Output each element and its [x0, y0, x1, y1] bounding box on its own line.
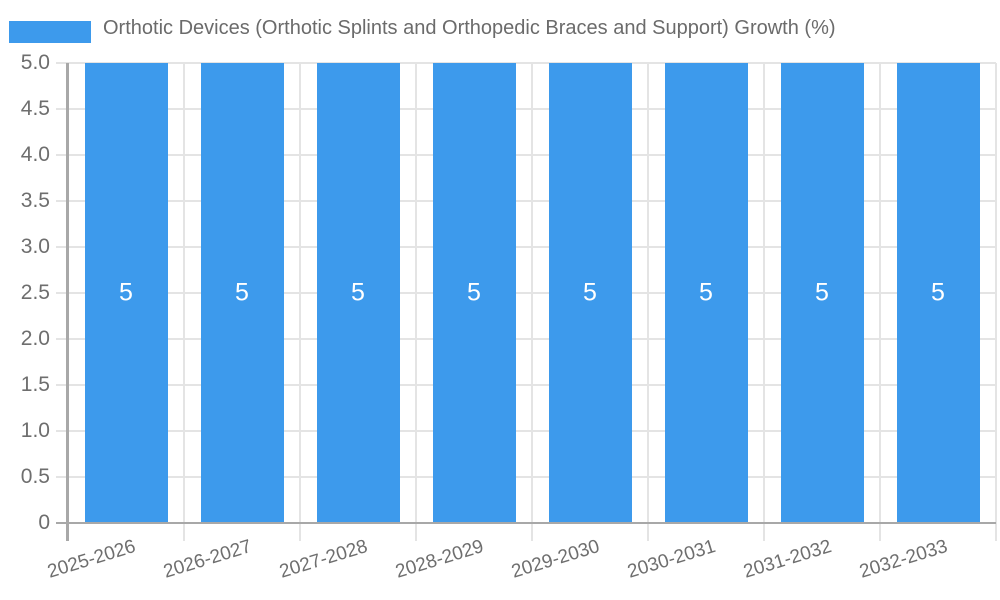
y-gridline [56, 384, 996, 386]
x-axis-tick-label: 2028-2029 [393, 536, 487, 583]
bar[interactable] [432, 63, 516, 523]
y-axis-tick-label: 0.5 [20, 465, 50, 488]
y-gridline [56, 108, 996, 110]
legend-series-label[interactable]: Orthotic Devices (Orthotic Splints and O… [103, 16, 836, 39]
y-gridline [56, 476, 996, 478]
y-gridline [56, 246, 996, 248]
y-gridline [56, 200, 996, 202]
x-axis-tick-label: 2031-2032 [741, 536, 835, 583]
bar-value-label: 5 [699, 278, 713, 307]
y-axis-tick-label: 4.5 [20, 97, 50, 120]
x-gridline [995, 63, 997, 541]
y-axis-tick-label: 2.0 [20, 327, 50, 350]
bar[interactable] [548, 63, 632, 523]
x-axis-line [56, 521, 996, 524]
chart-legend: Orthotic Devices (Orthotic Splints and O… [0, 0, 1000, 56]
bar-value-label: 5 [815, 278, 829, 307]
y-axis-tick-label: 2.5 [20, 281, 50, 304]
y-axis-tick-label: 1.5 [20, 373, 50, 396]
x-axis-tick-label: 2027-2028 [277, 536, 371, 583]
x-axis-tick-label: 2032-2033 [857, 536, 951, 583]
y-axis-tick-label: 1.0 [20, 419, 50, 442]
bar[interactable] [84, 63, 168, 523]
bar-value-label: 5 [467, 278, 481, 307]
y-axis-tick-label: 3.0 [20, 235, 50, 258]
x-gridline [183, 63, 185, 541]
y-axis-tick-label: 4.0 [20, 143, 50, 166]
y-axis-tick-label: 3.5 [20, 189, 50, 212]
y-gridline [56, 62, 996, 64]
y-gridline [56, 292, 996, 294]
legend-swatch[interactable] [9, 21, 91, 43]
x-gridline [299, 63, 301, 541]
bar-value-label: 5 [351, 278, 365, 307]
y-gridline [56, 154, 996, 156]
bar-value-label: 5 [931, 278, 945, 307]
x-gridline [879, 63, 881, 541]
bar-value-label: 5 [119, 278, 133, 307]
x-axis-tick-label: 2026-2027 [161, 536, 255, 583]
x-gridline [647, 63, 649, 541]
bar[interactable] [664, 63, 748, 523]
bar[interactable] [896, 63, 980, 523]
bar-value-label: 5 [235, 278, 249, 307]
x-gridline [415, 63, 417, 541]
x-axis-tick-label: 2030-2031 [625, 536, 719, 583]
y-gridline [56, 430, 996, 432]
bar-value-label: 5 [583, 278, 597, 307]
y-axis-tick-label: 5.0 [20, 51, 50, 74]
x-axis-tick-label: 2025-2026 [45, 536, 139, 583]
y-axis-tick-label: 0 [38, 511, 50, 534]
y-axis-line [66, 63, 69, 541]
x-gridline [531, 63, 533, 541]
x-gridline [763, 63, 765, 541]
bar[interactable] [780, 63, 864, 523]
bar[interactable] [316, 63, 400, 523]
bar[interactable] [200, 63, 284, 523]
x-axis-tick-label: 2029-2030 [509, 536, 603, 583]
y-gridline [56, 338, 996, 340]
